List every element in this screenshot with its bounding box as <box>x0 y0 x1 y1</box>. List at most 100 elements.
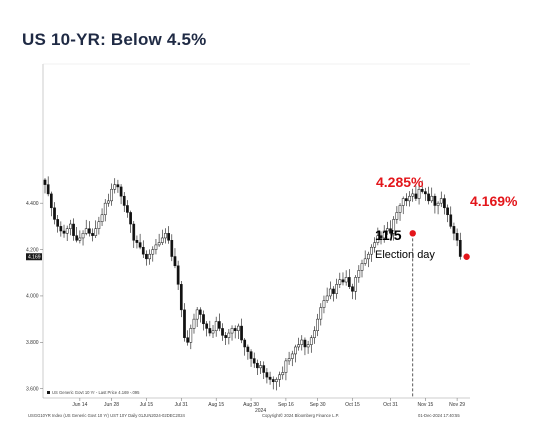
candle-body <box>436 202 440 206</box>
candle <box>338 272 342 289</box>
candle <box>233 325 237 339</box>
candle <box>221 323 224 341</box>
candle <box>278 371 281 387</box>
candle <box>107 193 110 207</box>
candle <box>122 192 126 213</box>
x-tick-label: Jul 15 <box>140 402 154 408</box>
candle <box>424 187 427 201</box>
last-price-box <box>26 253 42 261</box>
candle <box>148 249 151 265</box>
x-axis: Jun 14 Jun 28 Jul 15 Jul 31 Aug 15 Aug 30 Sep … <box>72 398 465 414</box>
candle <box>224 331 228 345</box>
candle <box>195 307 199 327</box>
candle-body <box>417 189 421 199</box>
candle-body <box>214 321 218 331</box>
y-tick-label: 3.800 <box>26 340 39 346</box>
candle <box>59 221 63 237</box>
candle-body <box>91 233 94 236</box>
candle <box>81 230 85 246</box>
candle-body <box>281 372 285 376</box>
candle <box>56 214 60 233</box>
candle <box>309 335 313 353</box>
candle <box>170 234 174 262</box>
candle-body <box>148 253 151 260</box>
candle-body <box>452 226 456 234</box>
x-tick-label: Jun 28 <box>104 402 119 408</box>
candle <box>427 186 430 205</box>
candle <box>208 320 212 337</box>
candle-body <box>224 335 228 338</box>
legend-swatch <box>47 391 50 394</box>
candle-body <box>449 214 453 227</box>
candle <box>287 351 291 365</box>
candle <box>262 361 266 380</box>
candle <box>69 219 72 236</box>
candle-body <box>278 374 281 380</box>
candle-body <box>179 284 183 311</box>
candle <box>154 239 158 255</box>
candle <box>395 206 399 224</box>
candle-body <box>145 253 148 260</box>
candle <box>354 275 358 300</box>
candle-body <box>97 221 101 229</box>
candle-body <box>135 240 139 243</box>
candle-body <box>246 346 250 352</box>
candle <box>145 250 148 266</box>
candle <box>417 184 421 205</box>
candle <box>357 265 361 283</box>
x-tick-label: Nov 15 <box>417 402 433 408</box>
x-tick-label: Jul 31 <box>175 402 189 408</box>
candle <box>214 316 218 337</box>
y-axis: 4.400 4.200 4.000 3.800 3.600 <box>26 201 43 393</box>
candle <box>316 313 319 337</box>
candle-body <box>205 323 209 329</box>
candle-body <box>107 200 110 204</box>
candle <box>328 281 332 300</box>
candle <box>100 208 104 227</box>
candle-body <box>221 328 224 336</box>
candle-body <box>259 365 262 369</box>
candle <box>179 280 183 318</box>
candle-body <box>211 330 215 334</box>
candle-body <box>103 202 107 216</box>
x-tick-label: Sep 30 <box>310 402 326 408</box>
candle-body <box>376 235 380 243</box>
candle-body <box>446 207 449 216</box>
candle-body <box>332 288 335 294</box>
candle-body <box>183 309 186 338</box>
candle <box>240 318 243 344</box>
candle-body <box>233 328 237 331</box>
candle-body <box>157 242 161 246</box>
candle-body <box>366 253 370 260</box>
candle <box>49 191 53 217</box>
candle-body <box>132 223 136 241</box>
annotation-election-day: Election day <box>375 249 435 261</box>
candle-body <box>363 258 367 264</box>
candle-body <box>354 277 358 292</box>
candle <box>205 321 209 337</box>
candle-body <box>338 279 342 285</box>
candle-body <box>411 193 415 197</box>
candle-body <box>243 339 247 348</box>
candle-body <box>344 277 348 283</box>
candle-body <box>357 270 361 278</box>
candle <box>173 248 177 269</box>
candle-body <box>59 226 63 232</box>
candle <box>300 335 304 351</box>
candle-body <box>389 228 392 234</box>
candle <box>237 323 240 339</box>
chart-title: US 10-YR: Below 4.5% <box>22 30 207 49</box>
candle <box>458 232 462 260</box>
candle-body <box>249 351 253 359</box>
candle <box>398 203 402 221</box>
candle-body <box>256 362 259 369</box>
candle <box>268 371 272 385</box>
candle <box>373 237 377 253</box>
candle <box>405 193 408 207</box>
candle <box>218 313 221 332</box>
candle <box>401 196 405 215</box>
candle-body <box>113 184 117 190</box>
candle <box>157 233 161 247</box>
candle <box>119 184 123 205</box>
candle-body <box>430 195 434 202</box>
